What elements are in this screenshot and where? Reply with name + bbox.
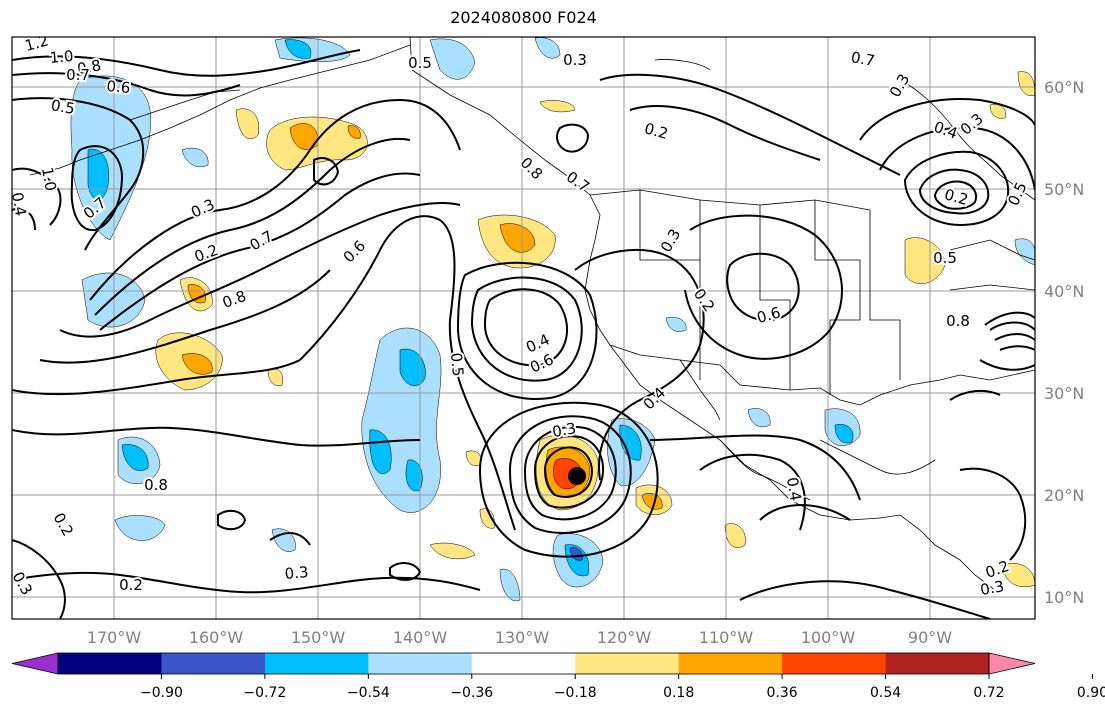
colorbar-tick-label: −0.18 — [554, 685, 597, 701]
colorbar: −0.90 −0.72 −0.54 −0.36 −0.18 0.18 0.36 0.54 0.7… — [11, 652, 1105, 701]
latitude-labels: 60°N 50°N 40°N 30°N 20°N 10°N — [1044, 78, 1084, 607]
chart-title: 2024080800 F024 — [450, 8, 597, 27]
colorbar-under-arrow — [11, 652, 59, 675]
contour-label: 0.2 — [119, 576, 143, 594]
colorbar-tick-label: 0.72 — [973, 685, 1004, 701]
longitude-label: 170°W — [87, 628, 142, 647]
colorbar-segment — [782, 653, 887, 674]
latitude-label: 30°N — [1044, 384, 1084, 403]
longitude-label: 100°W — [801, 628, 856, 647]
contour-label: 0.4 — [8, 191, 30, 218]
latitude-label: 10°N — [1044, 588, 1084, 607]
coastlines-and-borders — [29, 37, 1035, 591]
longitude-label: 110°W — [699, 628, 754, 647]
colorbar-tick-label: −0.54 — [347, 685, 390, 701]
colorbar-tick-label: −0.36 — [450, 685, 493, 701]
latitude-label: 40°N — [1044, 282, 1084, 301]
map-frame — [11, 36, 1036, 620]
colorbar-segment — [575, 653, 680, 674]
contour-label: 0.8 — [144, 476, 168, 494]
colorbar-tick-label: 0.54 — [870, 685, 901, 701]
latitude-label: 50°N — [1044, 180, 1084, 199]
contour-label: 0.3 — [284, 563, 309, 583]
colorbar-segment — [161, 653, 266, 674]
colorbar-segment — [471, 653, 576, 674]
storm-center-marker — [568, 467, 586, 485]
contour-label: 0.6 — [106, 77, 131, 97]
contour-label: 0.5 — [408, 54, 432, 72]
colorbar-segment — [264, 653, 369, 674]
longitude-label: 90°W — [908, 628, 952, 647]
contour-label: 0.8 — [946, 312, 970, 330]
contour-label: 0.3 — [563, 51, 587, 69]
contour-label: 0.5 — [933, 249, 957, 267]
colorbar-tick-label: 0.18 — [663, 685, 694, 701]
contour-lines — [12, 49, 1035, 619]
colorbar-segment — [368, 653, 473, 674]
colorbar-tick-label: −0.90 — [140, 685, 183, 701]
colorbar-border — [57, 652, 990, 675]
colorbar-over-arrow — [988, 652, 1036, 675]
contour-label: 1.0 — [38, 166, 60, 193]
longitude-labels: 170°W 160°W 150°W 140°W 130°W 120°W 110°W 100°W… — [87, 628, 952, 647]
longitude-label: 120°W — [597, 628, 652, 647]
longitude-label: 150°W — [291, 628, 346, 647]
contour-label: 0.5 — [447, 352, 467, 377]
longitude-label: 160°W — [189, 628, 244, 647]
colorbar-segment — [678, 653, 783, 674]
longitude-label: 140°W — [393, 628, 448, 647]
contour-label: 0.7 — [66, 66, 90, 84]
contour-label: 1.0 — [49, 47, 74, 67]
lat-lon-gridlines — [12, 37, 1035, 619]
latitude-label: 20°N — [1044, 486, 1084, 505]
colorbar-tick-label: −0.72 — [243, 685, 286, 701]
longitude-label: 130°W — [495, 628, 550, 647]
latitude-label: 60°N — [1044, 78, 1084, 97]
colorbar-tick-label: 0.36 — [767, 685, 798, 701]
colorbar-tick-label: 0.90 — [1077, 685, 1105, 701]
colorbar-segment — [885, 653, 990, 674]
colorbar-segment — [58, 653, 162, 674]
